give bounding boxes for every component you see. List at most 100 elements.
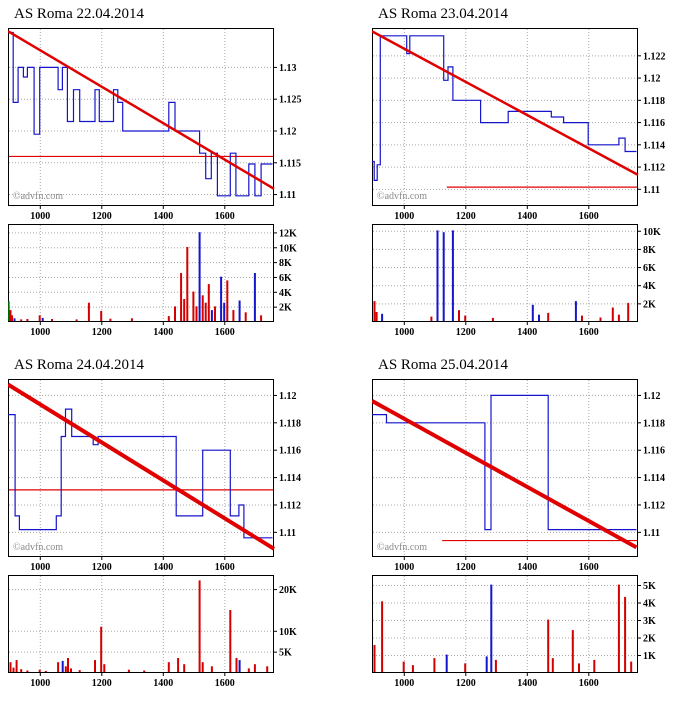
x-tick-label: 1400 xyxy=(153,562,173,573)
x-tick-label: 1000 xyxy=(394,678,414,689)
volume-bar xyxy=(38,315,41,321)
y-tick-label: 1.12 xyxy=(643,391,661,402)
volume-bar xyxy=(210,310,213,321)
y-tick-label: 5K xyxy=(643,581,656,592)
volume-bar xyxy=(611,307,614,321)
trend-line xyxy=(7,30,275,190)
volume-bar xyxy=(593,659,596,672)
x-tick-label: 1400 xyxy=(153,211,173,222)
volume-bar xyxy=(578,663,580,672)
y-tick-label: 1.11 xyxy=(643,185,660,196)
y-tick-label: 1.114 xyxy=(643,473,665,484)
volume-bar xyxy=(70,668,72,672)
x-tick-label: 1200 xyxy=(92,327,112,338)
y-tick-label: 1.116 xyxy=(643,118,665,129)
y-tick-label: 1.11 xyxy=(279,528,296,539)
volume-bar xyxy=(436,230,439,321)
volume-bar xyxy=(624,596,627,672)
volume-bar xyxy=(75,319,78,321)
volume-bar xyxy=(15,660,18,672)
x-tick-label: 1400 xyxy=(517,211,537,222)
volume-chart: 1000 1200 1400 1600 20K 10K 5K xyxy=(8,575,346,689)
x-tick-label: 1200 xyxy=(456,327,476,338)
volume-bar xyxy=(232,310,235,321)
chart-border xyxy=(372,575,638,673)
volume-bar xyxy=(61,660,64,672)
x-tick-label: 1400 xyxy=(153,678,173,689)
chart-border xyxy=(372,28,638,206)
trend-line xyxy=(6,382,276,551)
volume-bar xyxy=(201,662,204,672)
volume-bar xyxy=(574,301,577,321)
volume-bar xyxy=(617,584,620,672)
price-chart: 1000 1200 1400 1600 1.122 1.12 1.118 1.116 1.114… xyxy=(371,28,691,222)
price-plot: 1000 1200 1400 1600 1.12 1.118 1.116 1.114 1.112… xyxy=(6,379,301,573)
volume-bar xyxy=(571,630,574,672)
volume-chart: 1000 1200 1400 1600 10K 8K 6K 4K 2K xyxy=(372,224,691,338)
volume-bar xyxy=(238,660,241,672)
x-tick-label: 1400 xyxy=(153,327,173,338)
volume-bar xyxy=(195,306,198,321)
volume-bar xyxy=(12,667,15,672)
volume-bar xyxy=(531,304,534,321)
volume-bar xyxy=(26,670,29,672)
trend-line xyxy=(371,30,639,176)
volume-plot: 1000 1200 1400 1600 12K 10K 8K 6K 4K 2K xyxy=(7,224,297,338)
y-tick-label: 4K xyxy=(643,281,656,292)
y-tick-label: 10K xyxy=(279,243,297,254)
volume-bar xyxy=(547,312,550,321)
volume-bar xyxy=(180,273,183,321)
x-tick-label: 1600 xyxy=(579,678,599,689)
volume-bar xyxy=(494,659,497,672)
volume-bar xyxy=(490,584,493,672)
x-tick-label: 1200 xyxy=(456,211,476,222)
volume-bar xyxy=(599,317,602,321)
volume-bar xyxy=(260,315,263,321)
price-step-line xyxy=(8,31,273,197)
y-tick-label: 10K xyxy=(279,627,297,638)
volume-bar xyxy=(220,276,223,321)
y-tick-label: 1.11 xyxy=(643,528,660,539)
x-tick-label: 1000 xyxy=(394,327,414,338)
chart-title: AS Roma 24.04.2014 xyxy=(14,357,145,373)
chart-border xyxy=(372,224,638,322)
y-tick-label: 1.114 xyxy=(279,473,301,484)
y-tick-label: 2K xyxy=(279,303,292,314)
volume-bar xyxy=(253,664,256,672)
volume-bar xyxy=(183,664,186,672)
y-tick-label: 1.122 xyxy=(643,51,666,62)
volume-bar xyxy=(402,661,405,672)
volume-bar xyxy=(103,664,106,672)
chart-border xyxy=(372,379,638,557)
volume-bar xyxy=(198,232,201,321)
y-tick-label: 1.13 xyxy=(279,63,297,74)
volume-bar xyxy=(57,662,60,672)
volume-plot: 1000 1200 1400 1600 20K 10K 5K xyxy=(8,575,297,689)
advfn-watermark: ©advfn.com xyxy=(13,191,63,202)
volume-bar xyxy=(430,316,433,321)
volume-bar xyxy=(538,314,540,321)
x-tick-label: 1200 xyxy=(92,562,112,573)
volume-bar xyxy=(244,312,247,321)
volume-chart: 1000 1200 1400 1600 12K 10K 8K 6K 4K 2K xyxy=(7,224,346,338)
advfn-watermark: ©advfn.com xyxy=(13,542,63,553)
y-tick-label: 6K xyxy=(643,263,656,274)
chart-border xyxy=(8,224,274,322)
volume-bar xyxy=(627,302,630,321)
volume-bar xyxy=(464,315,467,321)
volume-bar xyxy=(64,666,67,672)
price-plot: 1000 1200 1400 1600 1.12 1.118 1.116 1.114 1.112… xyxy=(371,379,665,573)
price-chart: 1000 1200 1400 1600 1.12 1.118 1.116 1.114 1.112… xyxy=(371,379,691,573)
chart-panel: AS Roma 24.04.2014 1000 1200 1400 1600 1.12 1… xyxy=(0,351,346,702)
x-tick-label: 1000 xyxy=(394,562,414,573)
volume-bar xyxy=(223,302,226,321)
volume-bar xyxy=(127,669,130,672)
x-tick-label: 1000 xyxy=(30,327,50,338)
y-tick-label: 1.112 xyxy=(643,500,665,511)
volume-bar xyxy=(167,316,170,321)
volume-bar xyxy=(9,310,12,321)
x-tick-label: 1400 xyxy=(517,562,537,573)
y-tick-label: 1.118 xyxy=(643,96,665,107)
volume-bar xyxy=(67,658,69,672)
volume-bar xyxy=(445,654,448,672)
